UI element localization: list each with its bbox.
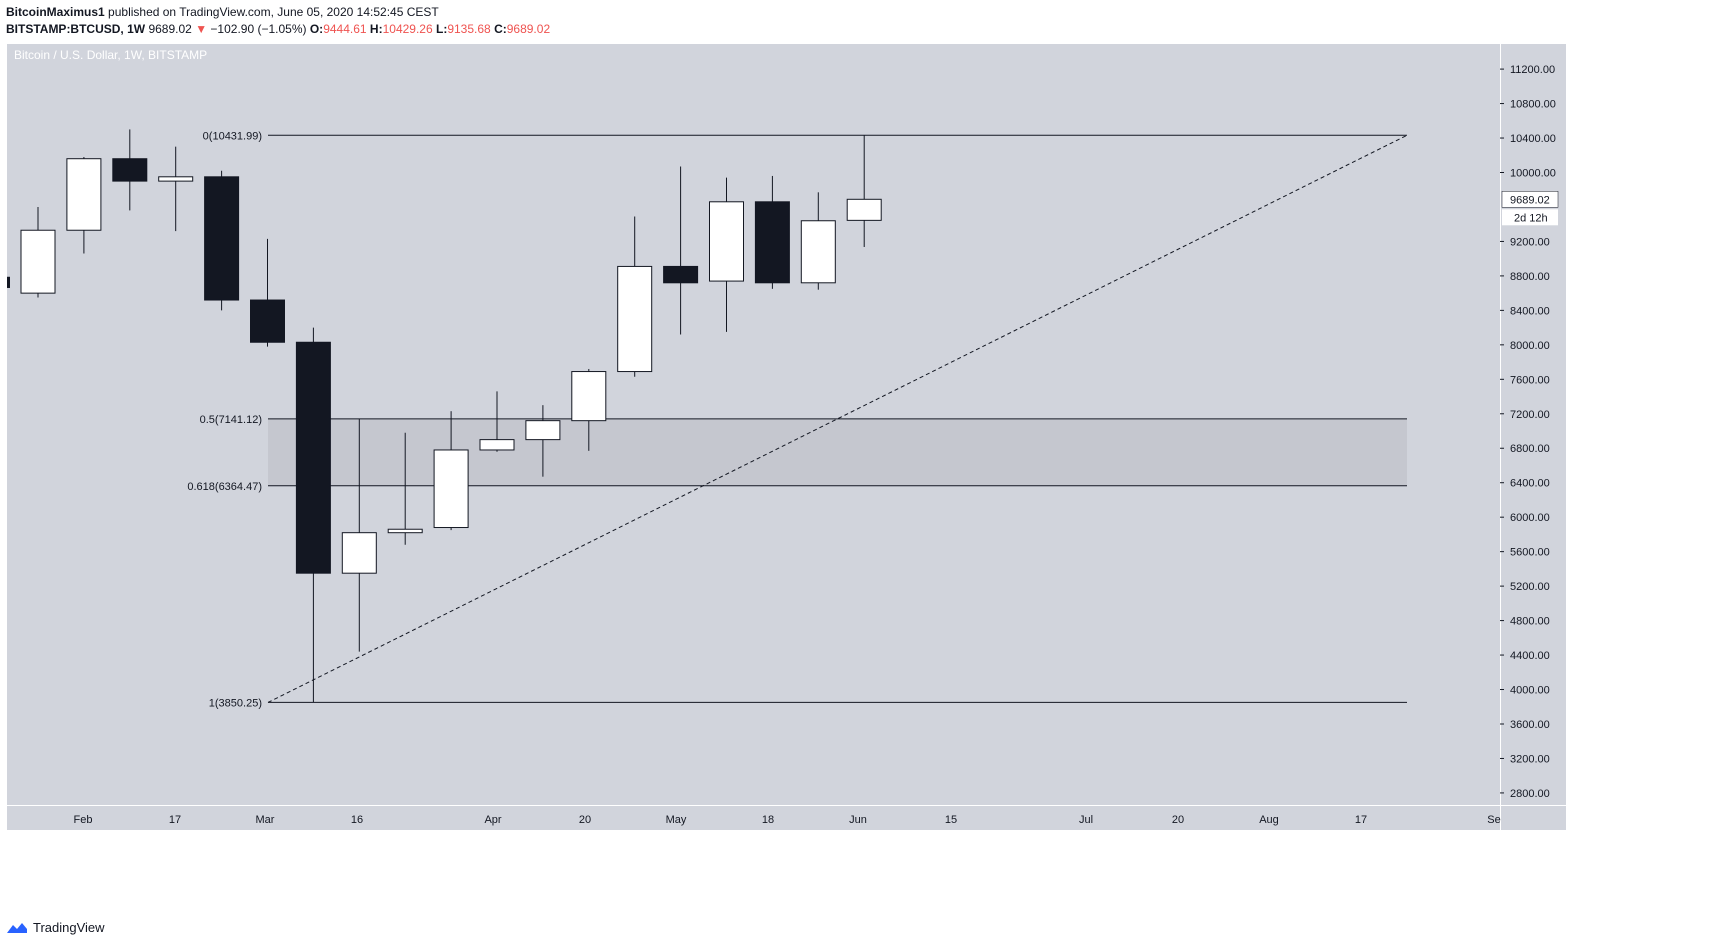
countdown-badge xyxy=(1502,209,1558,226)
tradingview-brand[interactable]: TradingView xyxy=(6,920,105,935)
price-tick-label: 10000.00 xyxy=(1510,168,1556,180)
candle-body[interactable] xyxy=(754,201,790,284)
candle-body[interactable] xyxy=(709,201,744,282)
price-tick-label: 4800.00 xyxy=(1510,616,1550,628)
candle-body[interactable] xyxy=(250,299,285,343)
high-label: H: xyxy=(369,22,383,36)
low-value: 9135.68 xyxy=(447,22,491,36)
price-tick-label: 2800.00 xyxy=(1510,788,1550,800)
publish-info: BitcoinMaximus1 published on TradingView… xyxy=(6,5,439,19)
price-tick-label: 10400.00 xyxy=(1510,133,1556,145)
price-change: −102.90 (−1.05%) xyxy=(210,22,307,36)
partial-candle xyxy=(7,276,10,288)
fib-level-label: 0(10431.99) xyxy=(203,130,262,142)
candle-body[interactable] xyxy=(617,265,653,373)
time-tick-label: Aug xyxy=(1259,814,1279,826)
last-price: 9689.02 xyxy=(148,22,192,36)
candle-body[interactable] xyxy=(204,176,240,301)
time-tick-label: 16 xyxy=(351,814,363,826)
time-tick-label: Jul xyxy=(1079,814,1093,826)
time-tick-label: May xyxy=(666,814,687,826)
time-tick-label: 18 xyxy=(762,814,774,826)
time-tick-label: 17 xyxy=(169,814,181,826)
candle-body[interactable] xyxy=(433,449,469,529)
candle-body[interactable] xyxy=(387,528,423,534)
time-tick-label: Mar xyxy=(256,814,275,826)
brand-label: TradingView xyxy=(33,920,105,935)
price-tick-label: 7600.00 xyxy=(1510,374,1550,386)
price-tick-label: 6000.00 xyxy=(1510,512,1550,524)
time-tick-label: 20 xyxy=(579,814,591,826)
candle-body[interactable] xyxy=(479,439,515,451)
fib-level-label: 0.618(6364.47) xyxy=(187,481,262,493)
ohlc-legend: BITSTAMP:BTCUSD, 1W 9689.02 ▼ −102.90 (−… xyxy=(6,22,550,36)
last-price-badge xyxy=(1501,191,1559,208)
publish-header: BitcoinMaximus1 published on TradingView… xyxy=(0,0,1718,44)
candle-body[interactable] xyxy=(20,229,56,294)
close-label: C: xyxy=(494,22,507,36)
high-value: 10429.26 xyxy=(382,22,433,36)
price-tick-label: 8000.00 xyxy=(1510,340,1550,352)
price-tick-label: 4400.00 xyxy=(1510,650,1550,662)
price-tick-label: 5600.00 xyxy=(1510,547,1550,559)
time-tick-label: Jun xyxy=(849,814,867,826)
time-tick-label: Se xyxy=(1487,814,1500,826)
candle-body[interactable] xyxy=(341,532,377,574)
close-value: 9689.02 xyxy=(506,22,551,36)
last-price-label: 9689.02 xyxy=(1510,194,1550,206)
price-chart[interactable]: Bitcoin / U.S. Dollar, 1W, BITSTAMP 0(104… xyxy=(0,0,1718,910)
tradingview-logo-icon xyxy=(7,922,27,933)
trendline[interactable] xyxy=(267,134,1408,703)
price-tick-label: 6800.00 xyxy=(1510,443,1550,455)
time-tick-label: Feb xyxy=(74,814,93,826)
footer: TradingView xyxy=(0,910,1718,948)
price-tick-label: 4000.00 xyxy=(1510,685,1550,697)
price-tick-label: 7200.00 xyxy=(1510,409,1550,421)
down-triangle-icon: ▼ xyxy=(195,22,208,36)
price-tick-label: 5200.00 xyxy=(1510,581,1550,593)
candle-body[interactable] xyxy=(571,371,607,422)
fib-level-label: 1(3850.25) xyxy=(209,697,262,709)
candle-body[interactable] xyxy=(112,158,148,182)
time-tick-label: 20 xyxy=(1172,814,1184,826)
candle-body[interactable] xyxy=(525,420,561,441)
time-tick-label: 17 xyxy=(1355,814,1367,826)
price-tick-label: 3600.00 xyxy=(1510,719,1550,731)
price-tick-label: 9200.00 xyxy=(1510,236,1550,248)
low-label: L: xyxy=(436,22,448,36)
candle-body[interactable] xyxy=(158,176,194,182)
candle-body[interactable] xyxy=(295,341,331,574)
published-text: published on TradingView.com, June 05, 2… xyxy=(108,5,439,19)
author-link[interactable]: BitcoinMaximus1 xyxy=(6,5,105,19)
fib-level-label: 0.5(7141.12) xyxy=(200,414,262,426)
price-tick-label: 8800.00 xyxy=(1510,271,1550,283)
price-axis-background xyxy=(1500,44,1566,805)
time-axis-background xyxy=(7,805,1566,830)
price-tick-label: 11200.00 xyxy=(1510,64,1555,76)
candle-body[interactable] xyxy=(800,220,836,284)
open-value: 9444.61 xyxy=(323,22,367,36)
symbol-label[interactable]: BITSTAMP:BTCUSD, 1W xyxy=(6,22,146,36)
candle-body[interactable] xyxy=(846,198,882,221)
chart-title: Bitcoin / U.S. Dollar, 1W, BITSTAMP xyxy=(14,48,207,62)
time-tick-label: Apr xyxy=(484,814,501,826)
price-tick-label: 3200.00 xyxy=(1510,753,1550,765)
open-label: O: xyxy=(309,22,324,36)
candle-body[interactable] xyxy=(66,158,102,231)
countdown-label: 2d 12h xyxy=(1514,212,1548,224)
candle-body[interactable] xyxy=(663,265,699,284)
price-tick-label: 6400.00 xyxy=(1510,478,1550,490)
time-tick-label: 15 xyxy=(945,814,957,826)
price-tick-label: 8400.00 xyxy=(1510,305,1550,317)
price-tick-label: 10800.00 xyxy=(1510,99,1556,111)
